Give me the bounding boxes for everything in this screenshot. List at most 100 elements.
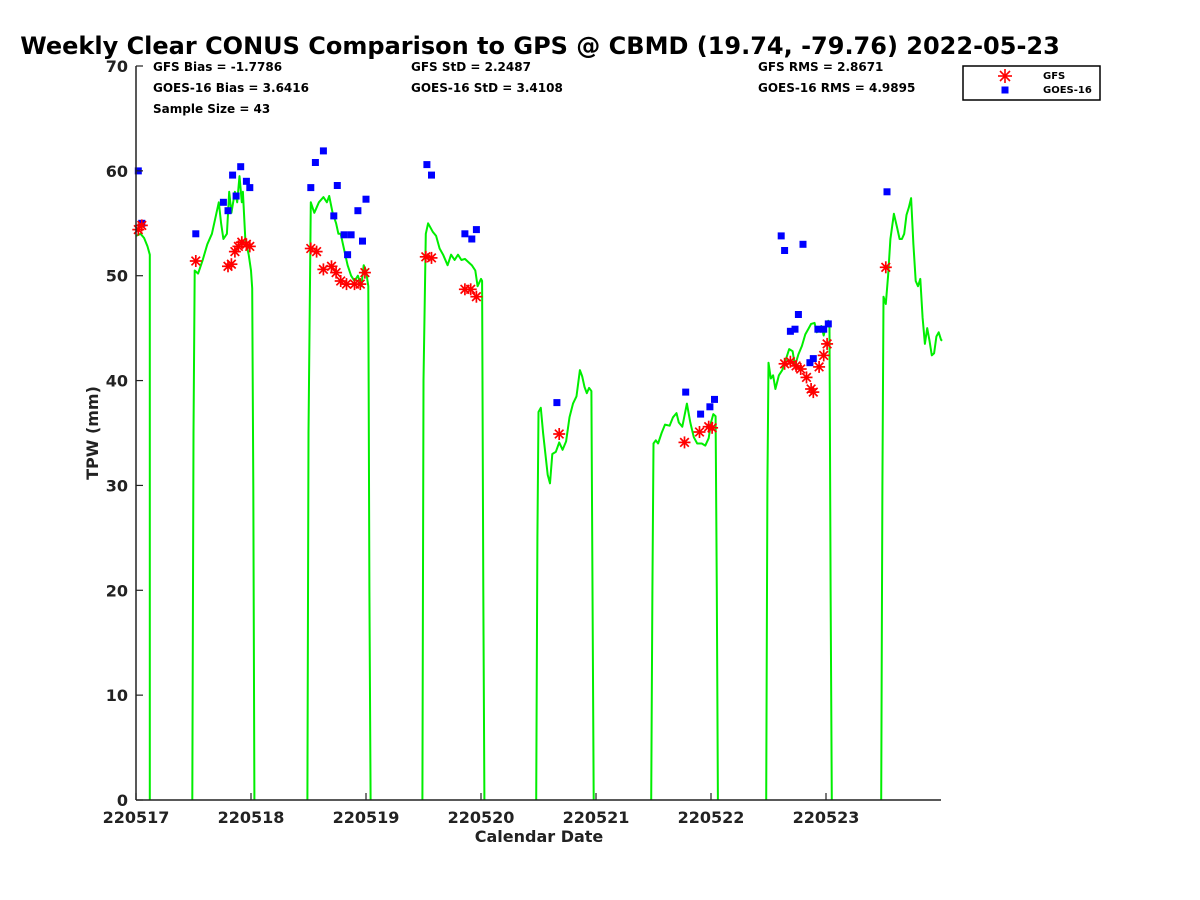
goes-point-36 (799, 240, 807, 248)
y-tick-label-3: 30 (106, 476, 128, 495)
goes-point-27 (682, 388, 690, 396)
legend-goes-square-icon (1001, 86, 1009, 94)
gfs-point-9 (243, 240, 256, 253)
goes-point-22 (428, 171, 435, 179)
goes-point-3 (219, 198, 227, 206)
gfs-point-23 (464, 283, 477, 296)
x-tick-label-2: 220519 (333, 808, 400, 827)
gfs-point-33 (794, 363, 807, 375)
gps-line-segment-4 (535, 369, 595, 801)
gfs-point-11 (310, 245, 323, 258)
gps-line-segment-0 (135, 232, 151, 800)
gfs-point-31 (784, 355, 797, 368)
goes-point-2 (192, 230, 200, 238)
goes-point-37 (806, 359, 814, 367)
goes-point-34 (791, 325, 799, 333)
y-tick-label-2: 20 (106, 581, 128, 600)
gps-line-segment-5 (650, 402, 719, 801)
goes-point-38 (809, 355, 817, 363)
goes-point-16 (344, 251, 352, 259)
gfs-point-40 (879, 261, 892, 274)
goes-point-9 (246, 184, 254, 192)
gfs-point-13 (325, 260, 338, 273)
x-tick-label-0: 220517 (103, 808, 170, 827)
stat-goes-rms: GOES-16 RMS = 4.9895 (758, 81, 915, 95)
gfs-point-19 (358, 266, 371, 279)
gfs-point-36 (807, 386, 820, 399)
stat-gfs-std: GFS StD = 2.2487 (411, 60, 531, 74)
x-axis-label: Calendar Date (475, 827, 604, 846)
y-tick-label-7: 70 (106, 57, 128, 76)
goes-point-42 (883, 188, 891, 196)
axes-layer: 0 10 20 30 40 50 60 70 220517 220518 220519 220520 2… (103, 57, 941, 827)
legend-gfs-asterisk-icon (998, 69, 1012, 83)
goes-point-14 (333, 182, 341, 189)
x-tick-label-6: 220523 (793, 808, 860, 827)
goes-point-29 (706, 403, 714, 411)
gfs-point-27 (693, 426, 706, 438)
legend-box (962, 65, 1101, 101)
gps-line-segment-1 (191, 175, 256, 801)
gfs-point-14 (330, 266, 343, 279)
goes-point-10 (307, 184, 315, 192)
gps-line-segment-3 (421, 222, 486, 801)
goes-point-21 (423, 161, 431, 169)
goes-point-15 (340, 231, 348, 239)
goes-point-17 (347, 231, 355, 239)
y-tick-label-1: 10 (106, 686, 128, 705)
x-tick-label-3: 220520 (448, 808, 515, 827)
gfs-point-24 (470, 290, 483, 303)
goes-point-28 (697, 410, 705, 418)
goes-point-12 (319, 147, 327, 155)
legend: GFS GOES-16 (962, 65, 1101, 101)
goes-point-18 (354, 207, 362, 215)
gfs-point-15 (334, 275, 347, 287)
stat-goes-std: GOES-16 StD = 3.4108 (411, 81, 563, 95)
goes-point-5 (229, 171, 237, 179)
y-axis-label: TPW (mm) (83, 386, 102, 480)
goes-point-13 (330, 212, 338, 220)
gfs-point-38 (817, 349, 830, 362)
goes-point-8 (242, 177, 250, 185)
goes-point-24 (468, 235, 476, 243)
goes-point-20 (362, 195, 370, 203)
gfs-point-25 (553, 428, 566, 440)
x-tick-label-5: 220522 (678, 808, 745, 827)
goes-point-33 (786, 327, 794, 335)
legend-label-goes: GOES-16 (1043, 85, 1092, 96)
chart-title: Weekly Clear CONUS Comparison to GPS @ C… (20, 32, 1060, 60)
y-tick-label-0: 0 (117, 791, 128, 810)
goes-point-41 (824, 320, 832, 328)
gfs-point-29 (706, 421, 719, 434)
gfs-point-37 (813, 360, 826, 373)
goes-point-4 (224, 207, 232, 215)
goes-point-6 (232, 192, 240, 200)
goes-point-11 (311, 159, 319, 166)
gps-line-segment-7 (880, 197, 943, 801)
goes-point-19 (359, 237, 366, 245)
gfs-point-21 (425, 251, 438, 264)
stat-gfs-rms: GFS RMS = 2.8671 (758, 60, 883, 74)
series-layer (132, 147, 943, 801)
gfs-point-4 (225, 258, 238, 271)
gfs-point-1 (135, 219, 148, 232)
gfs-point-18 (354, 278, 367, 291)
stat-gfs-bias: GFS Bias = -1.7786 (153, 60, 282, 74)
goes-point-7 (237, 163, 245, 171)
stat-sample-size: Sample Size = 43 (153, 102, 270, 116)
goes-point-25 (472, 226, 480, 234)
gfs-point-39 (821, 337, 834, 350)
goes-point-39 (814, 325, 822, 333)
gfs-point-2 (189, 255, 202, 267)
goes-point-32 (781, 247, 789, 254)
stat-goes-bias: GOES-16 Bias = 3.6416 (153, 81, 309, 95)
goes-point-26 (553, 399, 561, 407)
y-tick-label-6: 60 (106, 162, 128, 181)
y-tick-label-5: 50 (106, 267, 128, 286)
legend-label-gfs: GFS (1043, 71, 1065, 82)
goes-point-23 (461, 230, 469, 238)
goes-point-40 (820, 325, 828, 333)
goes-point-35 (794, 311, 802, 318)
